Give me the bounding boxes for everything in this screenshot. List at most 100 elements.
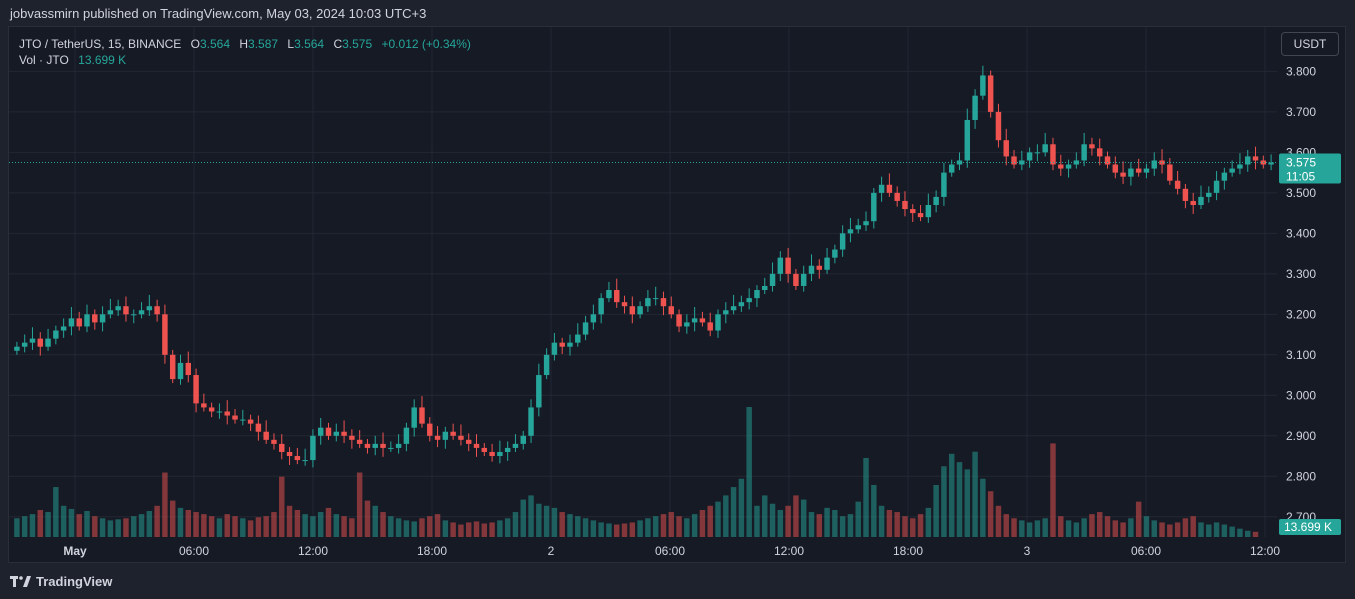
volume-bar	[481, 523, 488, 537]
price-tick-label: 3.000	[1286, 388, 1316, 402]
volume-bar	[1042, 518, 1048, 537]
volume-bar	[60, 505, 67, 537]
volume-bar	[1182, 518, 1189, 537]
candle-body	[465, 439, 472, 444]
volume-bar	[201, 514, 207, 537]
volume-bar	[816, 514, 823, 537]
candle-body	[14, 346, 20, 351]
candle-body	[162, 314, 168, 355]
candlestick-chart[interactable]: 2.7002.8002.9003.0003.1003.2003.3003.400…	[9, 27, 1346, 563]
volume-bar	[1190, 516, 1196, 537]
legend-open-label: O	[190, 37, 200, 51]
candle-body	[543, 354, 550, 376]
candle-body	[1245, 156, 1251, 165]
candle-body	[816, 265, 823, 270]
candle-body	[777, 257, 784, 274]
volume-bar	[247, 520, 254, 537]
volume-bar	[68, 508, 75, 537]
candle-body	[442, 431, 449, 440]
volume-bar	[450, 522, 456, 537]
candle-body	[824, 257, 830, 270]
volume-bar	[575, 516, 581, 537]
volume-bar	[715, 501, 721, 537]
candle-body	[1213, 180, 1220, 193]
volume-bar	[754, 505, 760, 537]
volume-bar	[917, 514, 924, 537]
volume-bar	[902, 516, 908, 537]
candle-body	[925, 205, 932, 218]
candle-body	[1151, 160, 1157, 169]
candle-body	[497, 451, 503, 457]
volume-bar	[372, 505, 378, 537]
volume-bar	[691, 514, 698, 537]
volume-bar	[473, 521, 480, 537]
candle-body	[1143, 168, 1150, 173]
volume-bar	[956, 462, 963, 537]
volume-bar	[1237, 528, 1243, 537]
candle-body	[53, 330, 59, 339]
price-tick-label: 3.300	[1286, 267, 1316, 281]
candle-body	[1003, 140, 1009, 157]
candle-body	[154, 306, 160, 315]
volume-bar	[941, 466, 947, 537]
volume-bar	[99, 518, 106, 537]
candle-body	[208, 407, 215, 412]
volume-bar	[349, 518, 355, 537]
volume-bar	[1104, 516, 1111, 537]
candle-body	[785, 257, 791, 274]
price-axis: 2.7002.8002.9003.0003.1003.2003.3003.400…	[1286, 64, 1316, 523]
candle-body	[21, 342, 28, 347]
volume-bar	[317, 512, 324, 537]
legend-low: 3.564	[294, 37, 325, 51]
candle-body	[614, 290, 620, 303]
volume-bar	[684, 518, 690, 537]
candle-body	[808, 265, 815, 274]
candle-body	[310, 435, 316, 461]
legend-vol-label: Vol · JTO	[19, 53, 69, 67]
volume-bar	[115, 519, 121, 537]
candle-body	[1221, 172, 1228, 181]
volume-bar	[162, 472, 168, 537]
volume-bar	[699, 509, 706, 537]
volume-bar	[427, 516, 433, 537]
candle-body	[263, 431, 269, 440]
currency-button[interactable]: USDT	[1281, 32, 1339, 56]
candle-body	[1167, 164, 1173, 181]
candle-body	[941, 172, 947, 197]
volume-bar	[325, 507, 332, 537]
candle-body	[99, 314, 106, 323]
candle-body	[1174, 180, 1181, 189]
candle-body	[84, 314, 90, 327]
chart-pane[interactable]: 2.700 2.800 2.900 3.000 3.100 3.200 3.300 3.400…	[8, 26, 1346, 563]
candle-body	[325, 427, 332, 436]
candle-body	[598, 298, 604, 315]
time-tick-label: 2	[548, 544, 555, 558]
candle-body	[185, 362, 192, 376]
candle-body	[668, 306, 674, 315]
candle-body	[403, 427, 410, 444]
candle-body	[871, 192, 877, 222]
volume-bar	[388, 516, 394, 537]
candle-body	[1065, 164, 1072, 169]
candles	[14, 65, 1274, 468]
candle-body	[769, 273, 776, 286]
volume-bar	[92, 516, 98, 537]
volume-bar	[1252, 531, 1259, 537]
candle-body	[1182, 188, 1189, 201]
time-tick-label: 18:00	[417, 544, 447, 558]
volume-bar	[193, 512, 199, 537]
tradingview-brand[interactable]: TradingView	[10, 574, 112, 589]
candle-body	[878, 184, 885, 193]
volume-bar	[185, 509, 192, 537]
candle-body	[216, 411, 223, 413]
candle-body	[1229, 168, 1235, 173]
candle-body	[1081, 144, 1087, 161]
candle-body	[902, 200, 908, 210]
candle-body	[294, 456, 301, 461]
volume-bar	[559, 512, 565, 537]
volume-bar	[614, 524, 620, 537]
candle-body	[388, 447, 394, 449]
volume-bar	[972, 451, 978, 537]
price-tick-label: 3.700	[1286, 105, 1316, 119]
volume-bar	[294, 509, 301, 537]
